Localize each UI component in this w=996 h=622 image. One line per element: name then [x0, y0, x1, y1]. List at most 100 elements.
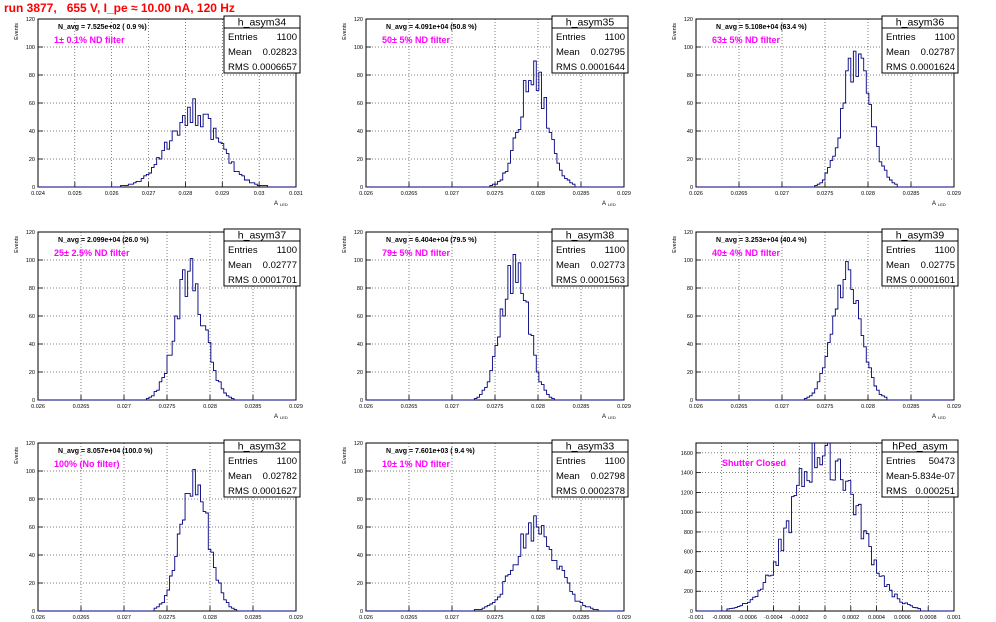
- y-tick-label: 120: [26, 441, 35, 447]
- x-tick-label: 0.0285: [573, 615, 590, 621]
- x-tick-label: -0.0002: [790, 615, 809, 621]
- x-tick-label: 0.0285: [573, 191, 590, 197]
- x-tick-label: 0.029: [289, 615, 303, 621]
- y-tick-label: 60: [357, 525, 363, 531]
- histogram-name: h_asym34: [238, 17, 287, 29]
- stats-value: 0.0006657: [252, 62, 297, 73]
- x-axis-label: A LED: [932, 414, 946, 420]
- y-tick-label: 60: [29, 314, 35, 320]
- y-tick-label: 40: [29, 129, 35, 135]
- y-tick-label: 20: [687, 157, 693, 163]
- y-tick-label: 200: [684, 589, 693, 595]
- x-tick-label: 0.0265: [401, 615, 418, 621]
- stats-value: 1100: [605, 32, 625, 43]
- x-tick-label: 0.026: [31, 615, 45, 621]
- x-tick-label: 0.0002: [842, 615, 859, 621]
- x-tick-label: -0.0006: [738, 615, 757, 621]
- x-tick-label: 0.0008: [920, 615, 937, 621]
- x-tick-label: 0.028: [531, 191, 545, 197]
- stats-label: RMS: [886, 275, 907, 286]
- panel-h_asym39: 0.026 0.0265 0.027 0.0275 0.028 0.0285 0.029 0 2…: [672, 228, 961, 420]
- x-tick-label: 0.0285: [903, 404, 920, 410]
- y-tick-label: 100: [354, 469, 363, 475]
- x-tick-label: 0.029: [617, 191, 631, 197]
- x-tick-label: 0.0275: [487, 615, 504, 621]
- navg-label: N_avg = 6.404e+04 (79.5 %): [386, 237, 477, 244]
- stats-label: Mean: [556, 260, 580, 271]
- stats-value: 0.02782: [263, 471, 297, 482]
- x-tick-label: 0.001: [947, 615, 961, 621]
- y-tick-label: 20: [357, 581, 363, 587]
- x-axis-label: A LED: [932, 201, 946, 207]
- stats-label: Mean: [556, 47, 580, 58]
- x-tick-label: 0.026: [689, 191, 703, 197]
- x-tick-label: 0.031: [289, 191, 303, 197]
- stats-box: [881, 240, 959, 287]
- y-tick-label: 120: [684, 230, 693, 236]
- x-tick-label: 0.0265: [401, 404, 418, 410]
- histogram-name: h_asym32: [238, 441, 287, 453]
- stats-value: 50473: [929, 456, 955, 467]
- y-tick-label: 20: [357, 370, 363, 376]
- y-tick-label: 40: [357, 129, 363, 135]
- filter-label: 10± 1% ND filter: [382, 459, 450, 469]
- panel-h_asym32: 0.026 0.0265 0.027 0.0275 0.028 0.0285 0.029 0 2…: [14, 439, 303, 621]
- histogram-name: h_asym36: [896, 17, 945, 29]
- x-tick-label: 0.027: [775, 191, 789, 197]
- x-tick-label: 0.0265: [731, 191, 748, 197]
- stats-label: Entries: [556, 456, 586, 467]
- histogram-line-h_asym35: [366, 60, 624, 188]
- x-tick-label: 0.028: [861, 404, 875, 410]
- stats-value: 0.000251: [915, 486, 955, 497]
- stats-value: 1100: [277, 245, 297, 256]
- x-tick-label: -0.0004: [764, 615, 783, 621]
- y-tick-label: 80: [687, 73, 693, 79]
- stats-label: RMS: [228, 62, 249, 73]
- stats-label: Mean: [886, 47, 910, 58]
- stats-label: Mean: [228, 471, 252, 482]
- histogram-name: h_asym33: [566, 441, 615, 453]
- x-tick-label: 0.0275: [487, 191, 504, 197]
- stats-label: RMS: [886, 62, 907, 73]
- y-tick-label: 0: [690, 185, 693, 191]
- x-tick-label: 0.0265: [731, 404, 748, 410]
- x-tick-label: 0.027: [445, 191, 459, 197]
- y-axis-label: Events: [672, 23, 678, 40]
- y-tick-label: 20: [29, 581, 35, 587]
- stats-value: 1100: [277, 456, 297, 467]
- x-tick-label: 0.029: [947, 404, 961, 410]
- y-tick-label: 100: [26, 469, 35, 475]
- histogram-line-h_asym37: [38, 258, 296, 401]
- stats-value: 1100: [935, 245, 955, 256]
- stats-value: 0.02795: [591, 47, 625, 58]
- x-tick-label: 0.0275: [487, 404, 504, 410]
- y-tick-label: 120: [354, 17, 363, 23]
- x-tick-label: 0.0265: [73, 615, 90, 621]
- stats-value: 0.0001601: [910, 275, 955, 286]
- stats-value: 0.0001563: [580, 275, 625, 286]
- stats-box: [551, 240, 629, 287]
- y-tick-label: 0: [360, 398, 363, 404]
- stats-label: Entries: [886, 456, 916, 467]
- y-tick-label: 20: [687, 370, 693, 376]
- y-tick-label: 120: [684, 17, 693, 23]
- histogram-name: h_asym39: [896, 230, 945, 242]
- stats-label: Mean: [886, 471, 910, 482]
- y-tick-label: 120: [354, 230, 363, 236]
- y-tick-label: 120: [26, 17, 35, 23]
- stats-label: RMS: [228, 275, 249, 286]
- x-tick-label: 0.03: [254, 191, 265, 197]
- stats-box: [551, 27, 629, 74]
- run-title: run 3877, 655 V, I_pe ≈ 10.00 nA, 120 Hz: [4, 1, 235, 15]
- x-tick-label: -0.0008: [712, 615, 731, 621]
- y-tick-label: 1000: [681, 510, 693, 516]
- stats-value: 0.02823: [263, 47, 297, 58]
- x-tick-label: 0.0275: [159, 615, 176, 621]
- y-tick-label: 100: [26, 45, 35, 51]
- x-tick-label: 0.027: [142, 191, 156, 197]
- histogram-line-h_asym32: [38, 469, 296, 612]
- stats-value: 1100: [277, 32, 297, 43]
- filter-label: 40± 4% ND filter: [712, 248, 780, 258]
- panel-h_asym35: 0.026 0.0265 0.027 0.0275 0.028 0.0285 0.029 0 2…: [342, 15, 631, 207]
- x-tick-label: 0.0285: [245, 404, 262, 410]
